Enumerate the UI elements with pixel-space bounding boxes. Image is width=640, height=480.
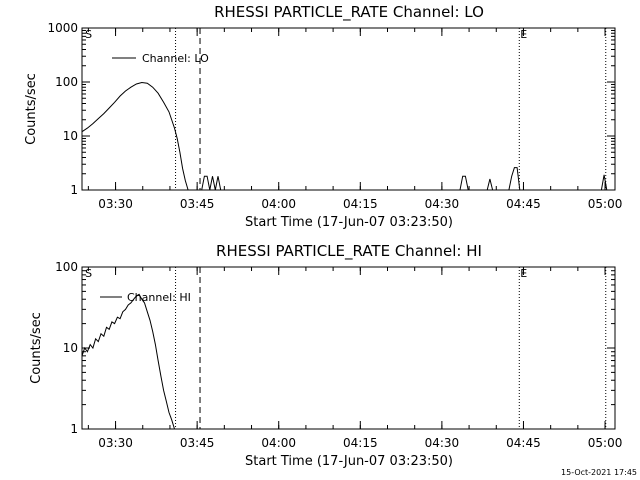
x-tick-label: 05:00 [588,436,623,450]
series-line-lo [81,81,608,191]
y-tick-label: 1000 [47,21,78,35]
y-tick-label: 10 [63,341,78,355]
chart-panel-lo: RHESSI PARTICLE_RATE Channel: LO 1101001… [24,3,622,230]
x-axis: 03:30 03:45 04:00 04:15 04:30 04:45 05:00 [87,28,623,211]
legend-label: Channel: LO [142,52,209,65]
x-tick-label: 04:30 [425,436,460,450]
y-tick-label: 1 [70,183,78,197]
x-tick-label: 04:15 [343,197,378,211]
chart-title: RHESSI PARTICLE_RATE Channel: LO [214,3,484,22]
legend-label: Channel: HI [127,291,191,304]
y-tick-label: 10 [63,129,78,143]
chart-title: RHESSI PARTICLE_RATE Channel: HI [216,242,482,261]
series-line-hi [81,293,178,430]
marker-label: S [85,28,92,41]
x-axis-label: Start Time (17-Jun-07 03:23:50) [245,454,453,469]
x-tick-label: 04:00 [261,197,296,211]
x-tick-label: 04:45 [506,197,541,211]
marker-label: E [520,267,527,280]
y-tick-label: 100 [55,75,78,89]
y-axis-label: Counts/sec [29,312,44,384]
y-axis: 1 10 100 1000 [47,21,615,197]
x-tick-label: 04:45 [506,436,541,450]
y-tick-label: 1 [70,422,78,436]
y-tick-label: 100 [55,260,78,274]
x-tick-label: 03:30 [98,436,133,450]
marker-label: E [520,28,527,41]
x-tick-label: 03:30 [98,197,133,211]
x-tick-label: 04:15 [343,436,378,450]
chart-panel-hi: RHESSI PARTICLE_RATE Channel: HI 110100 … [29,242,622,469]
x-axis-label: Start Time (17-Jun-07 03:23:50) [245,215,453,230]
x-tick-label: 04:00 [261,436,296,450]
x-tick-label: 05:00 [588,197,623,211]
marker-label: S [85,267,92,280]
y-axis-label: Counts/sec [24,73,39,145]
y-axis: 1 10 100 [55,260,615,436]
x-tick-label: 04:30 [425,197,460,211]
footer-timestamp: 15-Oct-2021 17:45 [561,468,637,477]
x-tick-label: 03:45 [180,436,215,450]
x-axis: 03:30 03:45 04:00 04:15 04:30 04:45 05:00 [87,267,623,450]
x-tick-label: 03:45 [180,197,215,211]
